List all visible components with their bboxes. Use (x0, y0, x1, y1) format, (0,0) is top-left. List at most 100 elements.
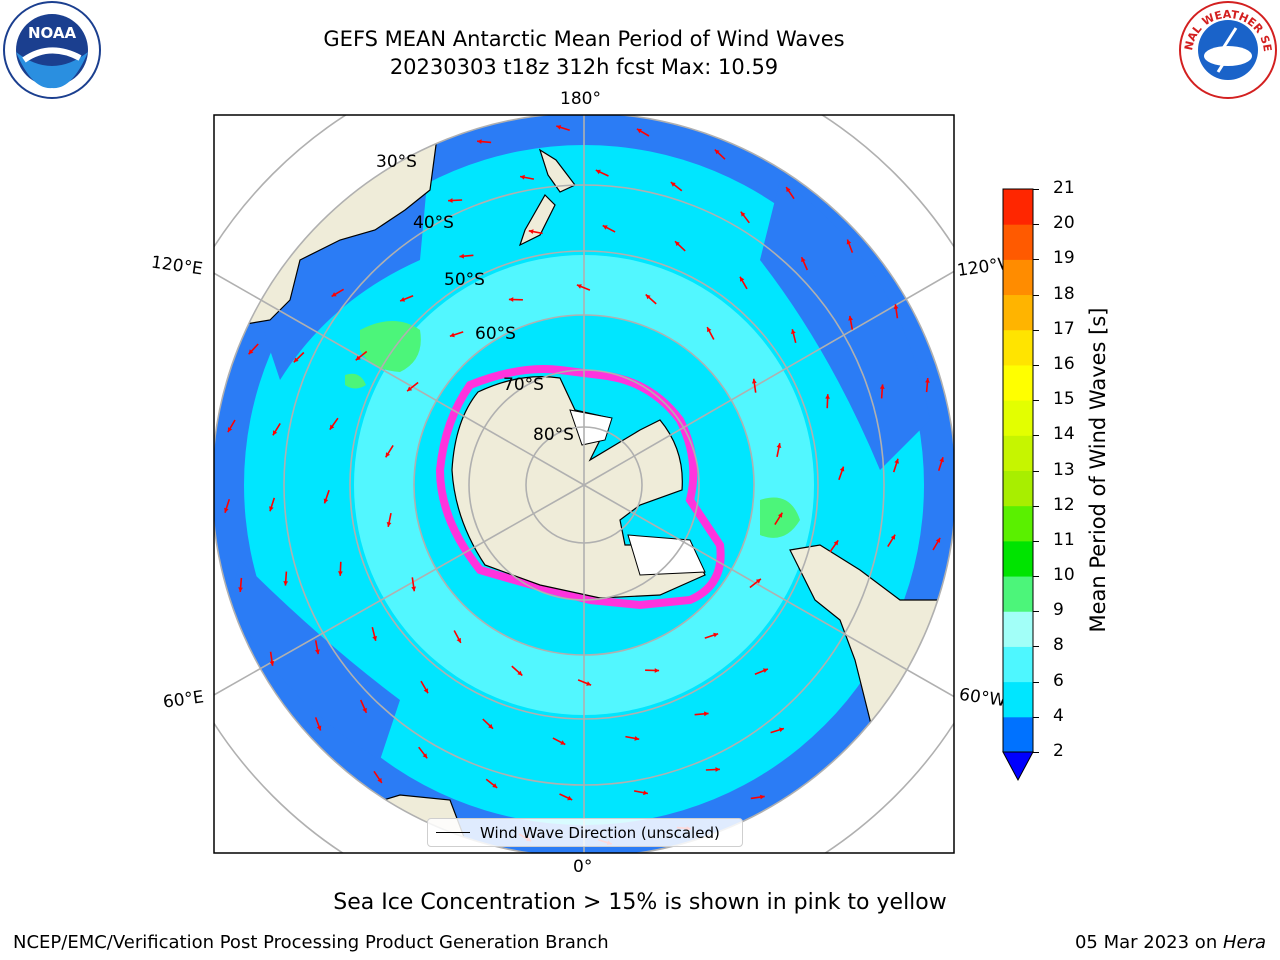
wind-wave-arrow-head (740, 211, 746, 217)
colorbar-tick-label: 20 (1053, 213, 1075, 234)
wind-wave-arrow-head (778, 512, 783, 518)
lat-label-70s: 70°S (503, 375, 544, 395)
colorbar-tick-mark (1033, 329, 1039, 331)
colorbar-tick-label: 2 (1053, 741, 1064, 761)
wind-wave-arrow-head (779, 727, 784, 733)
wind-wave-arrow-head (362, 707, 367, 713)
wind-wave-arrow-head (316, 725, 322, 731)
colorbar-tick-mark (1033, 611, 1039, 613)
wind-wave-arrow-head (704, 711, 709, 717)
wind-wave-arrow-head (269, 506, 274, 512)
colorbar-band (1003, 505, 1033, 542)
nws-logo: NATIONAL WEATHER SERVICE (1178, 0, 1277, 99)
wind-wave-arrow-head (224, 507, 229, 513)
colorbar-label: Mean Period of Wind Waves [s] (1086, 307, 1110, 633)
lat-label-30s: 30°S (376, 152, 417, 172)
legend-line-sample (436, 832, 470, 833)
wind-wave-arrow-head (372, 636, 377, 641)
lat-label-60s: 60°S (475, 324, 516, 344)
colorbar-band (1003, 435, 1033, 471)
wind-wave-arrow-head (634, 736, 640, 741)
colorbar-band (1003, 294, 1033, 331)
lat-label-40s: 40°S (413, 213, 454, 233)
wind-wave-arrow-head (713, 632, 719, 638)
wind-wave-arrow-head (825, 394, 830, 399)
wind-wave-arrow-head (456, 637, 461, 643)
wind-wave-arrow-head (400, 297, 406, 302)
wind-wave-arrow-head (269, 661, 275, 666)
footer-credit: NCEP/EMC/Verification Post Processing Pr… (13, 932, 609, 953)
wind-wave-arrow-head (643, 790, 648, 796)
wind-wave-arrow-head (459, 253, 464, 259)
wind-wave-arrow-head (520, 174, 525, 180)
wind-wave-arrow-head (894, 458, 899, 464)
wind-wave-arrow-head (602, 225, 608, 230)
wind-wave-arrow-head (423, 688, 428, 694)
wind-wave-arrow-head (776, 443, 782, 448)
colorbar-tick-label: 4 (1053, 705, 1064, 726)
footer-host: Hera (1222, 932, 1266, 953)
wind-wave-arrow-head (567, 795, 573, 801)
wind-wave-arrow-head (801, 257, 806, 263)
wind-wave-arrow-head (879, 384, 885, 389)
colorbar-band (1003, 646, 1033, 683)
wind-wave-arrow-head (528, 229, 534, 234)
colorbar-tick-mark (1033, 294, 1039, 296)
colorbar-tick-mark (1033, 400, 1039, 402)
wind-wave-arrow-head (791, 329, 796, 334)
wind-wave-arrow-head (331, 292, 337, 297)
colorbar-band (1003, 540, 1033, 577)
colorbar-tick-label: 13 (1053, 459, 1075, 480)
colorbar-tick-mark (1033, 470, 1039, 472)
wind-wave-arrow-head (238, 587, 243, 592)
wind-wave-arrow-head (833, 540, 839, 546)
colorbar-tick-mark (1033, 752, 1039, 753)
wind-wave-arrow-head (355, 355, 361, 361)
wind-wave-arrow-head (448, 198, 453, 203)
wind-wave-arrow-head (385, 452, 390, 458)
wind-wave-arrow-head (752, 378, 757, 384)
land-new-zealand-south (518, 194, 556, 247)
wind-wave-arrow-head (755, 578, 761, 584)
wind-wave-arrow-head (556, 125, 562, 130)
wind-wave-arrow-head (848, 315, 853, 321)
map-title: GEFS MEAN Antarctic Mean Period of Wind … (323, 27, 845, 51)
colorbar-tick-mark (1033, 435, 1039, 437)
colorbar-band (1003, 329, 1033, 366)
colorbar-tick-label: 15 (1053, 389, 1075, 410)
wind-wave-arrow-head (488, 723, 493, 729)
colorbar-tick-label: 11 (1053, 529, 1075, 550)
colorbar-tick-label: 8 (1053, 635, 1064, 656)
wind-wave-arrow-head (893, 304, 899, 309)
colorbar-band (1003, 189, 1033, 225)
wind-wave-arrow-head (645, 294, 651, 300)
colorbar-band (1003, 224, 1033, 260)
wind-wave-arrow-head (939, 457, 944, 463)
wind-wave-arrow-head (227, 427, 233, 433)
wind-wave-arrow-head (675, 241, 680, 247)
wind-wave-arrow-head (839, 466, 845, 472)
colorbar-tick-label: 21 (1053, 178, 1075, 198)
footer-date: 05 Mar 2023 on Hera (1075, 932, 1266, 953)
wind-wave-arrow-head (329, 424, 335, 430)
wind-wave-arrow-head (576, 284, 582, 289)
wind-wave-arrow-head (411, 586, 416, 592)
colorbar-band (1003, 611, 1033, 647)
colorbar-tick-mark (1033, 364, 1039, 366)
wind-wave-arrow-head (293, 357, 299, 363)
colorbar-tick-label: 6 (1053, 670, 1064, 691)
colorbar-tick-label: 12 (1053, 494, 1075, 515)
wind-wave-arrow-head (925, 378, 930, 383)
wind-wave-arrow-head (846, 239, 852, 245)
colorbar-band (1003, 681, 1033, 718)
wind-wave-arrow-head (707, 327, 712, 333)
wind-wave-arrow-head (517, 670, 523, 676)
colorbar-band (1003, 364, 1033, 401)
colorbar (1002, 188, 1034, 782)
wind-wave-arrow-head (492, 783, 498, 788)
wind-wave-arrow-head (586, 681, 592, 686)
map-legend: Wind Wave Direction (unscaled) (427, 818, 743, 847)
wind-wave-arrow-head (762, 668, 768, 673)
ocean-patch-sw (230, 560, 400, 760)
wind-wave-arrow-head (323, 498, 329, 504)
